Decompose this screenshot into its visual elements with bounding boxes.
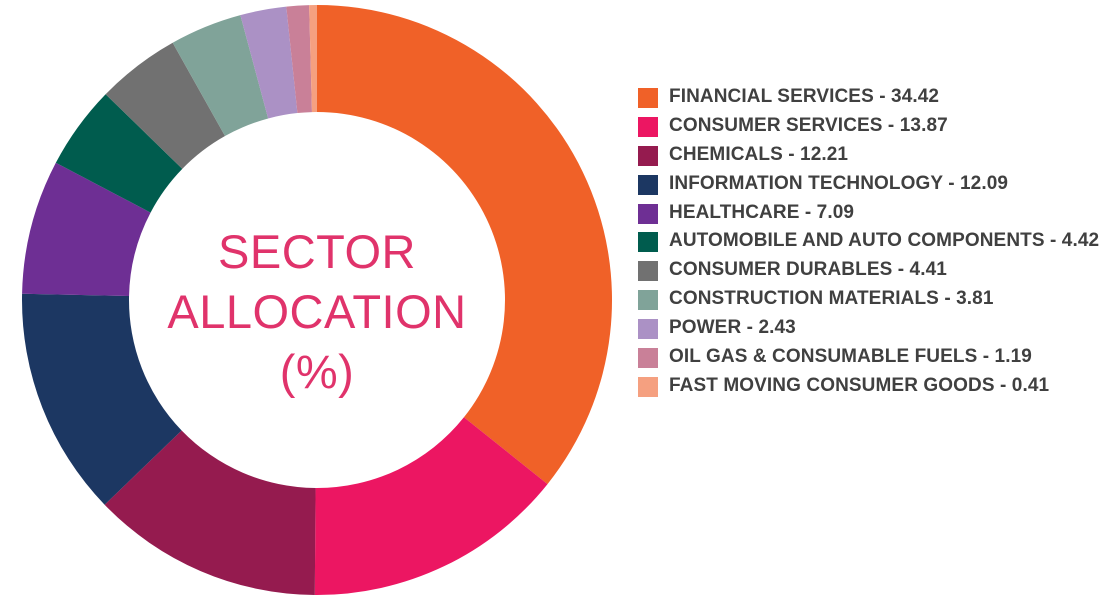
donut-slice-11 xyxy=(309,5,317,113)
legend-item-5: HEALTHCARE - 7.09 xyxy=(638,202,1114,225)
chart-title-line-1: SECTOR xyxy=(218,225,416,278)
donut-slice-5 xyxy=(22,162,151,296)
legend-label-1: FINANCIAL SERVICES - 34.42 xyxy=(669,86,940,107)
legend-swatch-8 xyxy=(638,290,658,311)
legend: FINANCIAL SERVICES - 34.42 CONSUMER SERVI… xyxy=(638,86,1114,404)
donut-slice-9 xyxy=(240,6,298,119)
legend-label-4: INFORMATION TECHNOLOGY - 12.09 xyxy=(669,172,1009,194)
legend-item-9: POWER - 2.43 xyxy=(638,317,1114,340)
legend-label-6: AUTOMOBILE AND AUTO COMPONENTS - 4.42 xyxy=(669,230,1100,252)
legend-swatch-11 xyxy=(638,376,658,397)
legend-label-2: CONSUMER SERVICES - 13.87 xyxy=(669,114,948,136)
legend-item-1: FINANCIAL SERVICES - 34.42 xyxy=(638,86,1114,109)
donut-slice-3 xyxy=(104,430,316,595)
legend-item-10: OIL GAS & CONSUMABLE FUELS - 1.19 xyxy=(638,346,1114,369)
legend-label-8: CONSTRUCTION MATERIALS - 3.81 xyxy=(669,288,994,310)
legend-swatch-3 xyxy=(638,145,658,166)
donut-slice-7 xyxy=(105,42,226,169)
donut-chart xyxy=(21,5,612,595)
legend-label-3: CHEMICALS - 12.21 xyxy=(669,143,849,165)
legend-item-8: CONSTRUCTION MATERIALS - 3.81 xyxy=(638,288,1114,311)
donut-slice-4 xyxy=(21,293,182,505)
donut-slice-1 xyxy=(317,5,612,485)
donut-slices xyxy=(21,5,612,595)
legend-label-11: FAST MOVING CONSUMER GOODS - 0.41 xyxy=(669,374,1050,396)
legend-label-9: POWER - 2.43 xyxy=(669,317,796,339)
legend-swatch-5 xyxy=(638,203,658,224)
donut-slice-6 xyxy=(55,94,183,213)
legend-label-5: HEALTHCARE - 7.09 xyxy=(669,201,855,223)
legend-item-4: INFORMATION TECHNOLOGY - 12.09 xyxy=(638,173,1114,196)
legend-swatch-4 xyxy=(638,174,658,195)
legend-label-10: OIL GAS & CONSUMABLE FUELS - 1.19 xyxy=(669,346,1032,368)
donut-slice-8 xyxy=(172,15,269,137)
legend-swatch-6 xyxy=(638,232,658,253)
chart-title-line-2: ALLOCATION xyxy=(167,285,467,338)
legend-swatch-2 xyxy=(638,116,658,137)
legend-item-6: AUTOMOBILE AND AUTO COMPONENTS - 4.42 xyxy=(638,230,1114,253)
legend-item-3: CHEMICALS - 12.21 xyxy=(638,144,1114,167)
legend-item-2: CONSUMER SERVICES - 13.87 xyxy=(638,115,1114,138)
legend-label-7: CONSUMER DURABLES - 4.41 xyxy=(669,259,947,281)
donut-slice-10 xyxy=(286,5,312,114)
legend-item-11: FAST MOVING CONSUMER GOODS - 0.41 xyxy=(638,375,1114,398)
chart-title-line-3: (%) xyxy=(279,345,355,398)
legend-swatch-10 xyxy=(638,348,658,369)
legend-swatch-1 xyxy=(638,88,658,108)
legend-item-7: CONSUMER DURABLES - 4.41 xyxy=(638,259,1114,282)
donut-slice-2 xyxy=(314,417,548,595)
legend-swatch-7 xyxy=(638,261,658,282)
legend-swatch-9 xyxy=(638,319,658,340)
chart-title: SECTOR ALLOCATION (%) xyxy=(112,222,522,402)
